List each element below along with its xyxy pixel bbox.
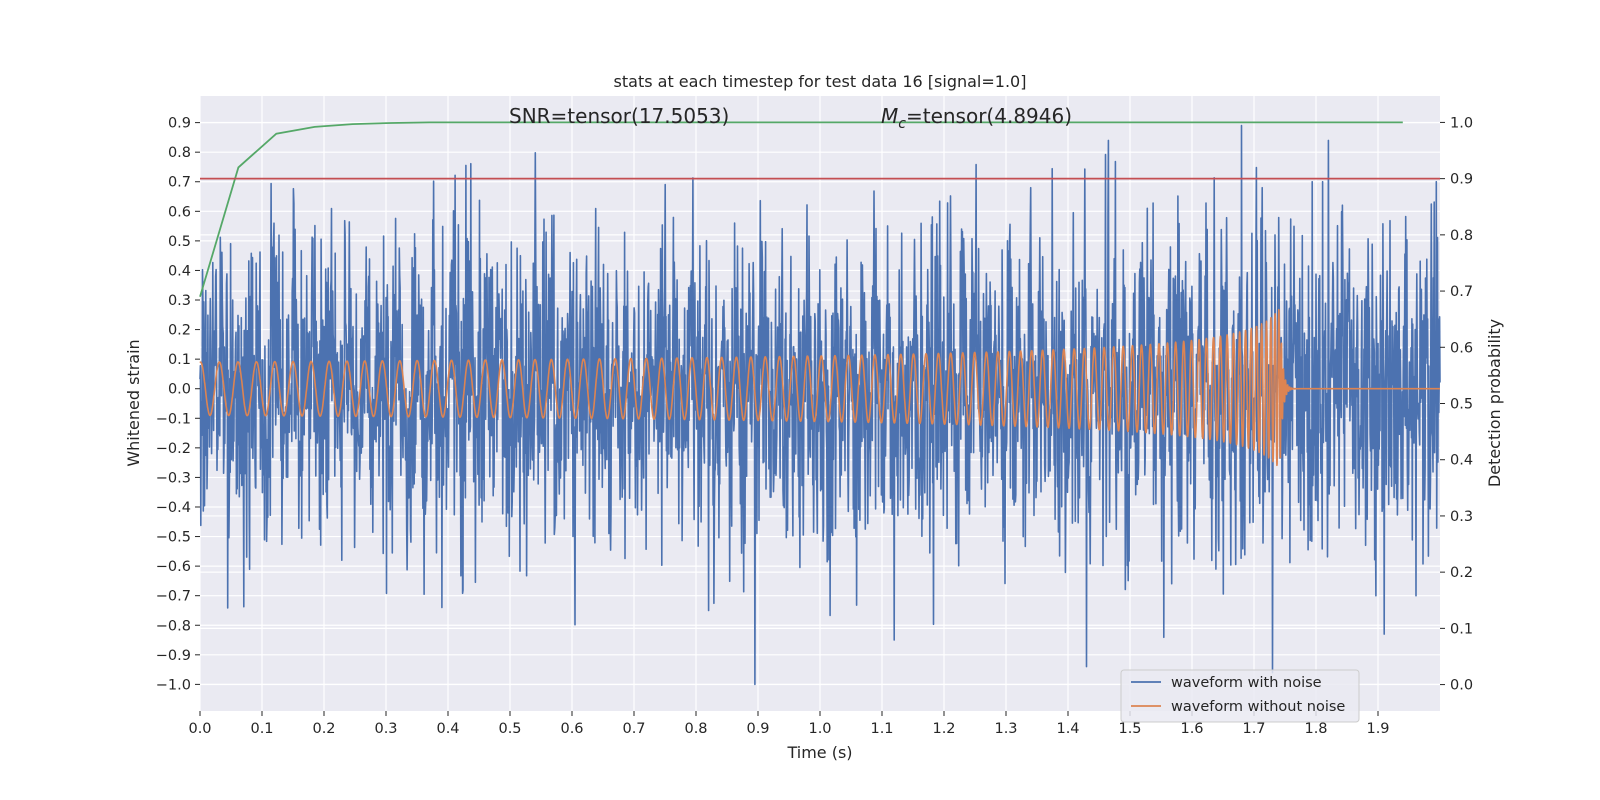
y2-tick-label-9: 0.9 xyxy=(1450,172,1473,188)
y2-tick-label-2: 0.2 xyxy=(1450,565,1473,581)
y-tick-label-4: −0.6 xyxy=(156,559,191,575)
x-tick-label-4: 0.4 xyxy=(436,721,459,737)
y-tick-label-13: 0.3 xyxy=(168,293,191,309)
x-tick-label-9: 0.9 xyxy=(746,721,769,737)
series-layer xyxy=(199,121,1441,686)
x-tick-label-19: 1.9 xyxy=(1366,721,1389,737)
series-line-waveform-without-noise xyxy=(199,308,1441,467)
y2-tick-label-3: 0.3 xyxy=(1450,509,1473,525)
x-tick-label-2: 0.2 xyxy=(312,721,335,737)
y-tick-label-8: −0.2 xyxy=(156,441,191,457)
legend-label-waveform-with-noise: waveform with noise xyxy=(1171,675,1322,691)
y-tick-label-16: 0.6 xyxy=(168,204,191,220)
x-tick-label-15: 1.5 xyxy=(1118,721,1141,737)
x-tick-label-10: 1.0 xyxy=(808,721,831,737)
y-axis-label: Whitened strain xyxy=(124,339,143,466)
x-tick-label-8: 0.8 xyxy=(684,721,707,737)
y-tick-label-3: −0.7 xyxy=(156,589,191,605)
chart-title: stats at each timestep for test data 16 … xyxy=(614,72,1027,91)
y-tick-label-19: 0.9 xyxy=(168,116,191,132)
y-tick-label-12: 0.2 xyxy=(168,323,191,339)
y-tick-label-1: −0.9 xyxy=(156,648,191,664)
x-tick-label-0: 0.0 xyxy=(188,721,211,737)
x-tick-label-12: 1.2 xyxy=(932,721,955,737)
y-tick-label-6: −0.4 xyxy=(156,500,191,516)
y-tick-label-18: 0.8 xyxy=(168,145,191,161)
x-tick-label-3: 0.3 xyxy=(374,721,397,737)
y2-axis-label: Detection probability xyxy=(1485,319,1504,487)
chirp-mass-symbol: M xyxy=(881,104,898,128)
x-tick-label-1: 0.1 xyxy=(250,721,273,737)
x-axis-label: Time (s) xyxy=(786,743,852,762)
y2-tick-label-7: 0.7 xyxy=(1450,284,1473,300)
series-line-detection-probability xyxy=(199,121,1403,297)
y2-tick-label-10: 1.0 xyxy=(1450,115,1473,131)
y2-tick-label-0: 0.0 xyxy=(1450,678,1473,694)
x-tick-label-14: 1.4 xyxy=(1056,721,1079,737)
x-tick-label-6: 0.6 xyxy=(560,721,583,737)
y2-tick-label-6: 0.6 xyxy=(1450,340,1473,356)
y-axis-ticks: −1.0 −0.9 −0.8 −0.7 −0.6 −0.5 −0.4 −0.3 −0.2 −0.1… xyxy=(156,116,200,693)
legend: waveform with noise waveform without noi… xyxy=(1120,669,1360,723)
y2-axis-ticks: 0.0 0.1 0.2 0.3 0.4 0.5 0.6 0.7 0.8 0.9 1.0 xyxy=(1440,115,1473,694)
y2-tick-label-8: 0.8 xyxy=(1450,228,1473,244)
y-tick-label-5: −0.5 xyxy=(156,530,191,546)
y-tick-label-7: −0.3 xyxy=(156,470,191,486)
legend-box xyxy=(1120,669,1360,723)
y2-tick-label-1: 0.1 xyxy=(1450,621,1473,637)
y2-tick-label-4: 0.4 xyxy=(1450,453,1473,469)
x-tick-label-17: 1.7 xyxy=(1242,721,1265,737)
y-tick-label-2: −0.8 xyxy=(156,618,191,634)
snr-annotation: SNR=tensor(17.5053) xyxy=(509,104,729,128)
x-tick-label-13: 1.3 xyxy=(994,721,1017,737)
y-tick-label-0: −1.0 xyxy=(156,677,191,693)
y-tick-label-17: 0.7 xyxy=(168,175,191,191)
y-tick-label-11: 0.1 xyxy=(168,352,191,368)
y2-tick-label-5: 0.5 xyxy=(1450,397,1473,413)
chirp-mass-value: =tensor(4.8946) xyxy=(906,104,1072,128)
x-tick-label-16: 1.6 xyxy=(1180,721,1203,737)
x-tick-label-11: 1.1 xyxy=(870,721,893,737)
y-tick-label-14: 0.4 xyxy=(168,263,191,279)
x-tick-label-7: 0.7 xyxy=(622,721,645,737)
chirp-mass-subscript: c xyxy=(898,116,906,132)
y-tick-label-15: 0.5 xyxy=(168,234,191,250)
x-tick-label-18: 1.8 xyxy=(1304,721,1327,737)
y-tick-label-10: 0.0 xyxy=(168,382,191,398)
y-tick-label-9: −0.1 xyxy=(156,411,191,427)
legend-label-waveform-without-noise: waveform without noise xyxy=(1171,699,1345,715)
x-axis-ticks: 0.0 0.1 0.2 0.3 0.4 0.5 0.6 0.7 0.8 0.9 1.0 1.1 1.2 1… xyxy=(188,711,1390,737)
chirp-mass-annotation: Mc=tensor(4.8946) xyxy=(881,104,1072,132)
x-tick-label-5: 0.5 xyxy=(498,721,521,737)
series-line-waveform-with-noise xyxy=(199,124,1441,686)
